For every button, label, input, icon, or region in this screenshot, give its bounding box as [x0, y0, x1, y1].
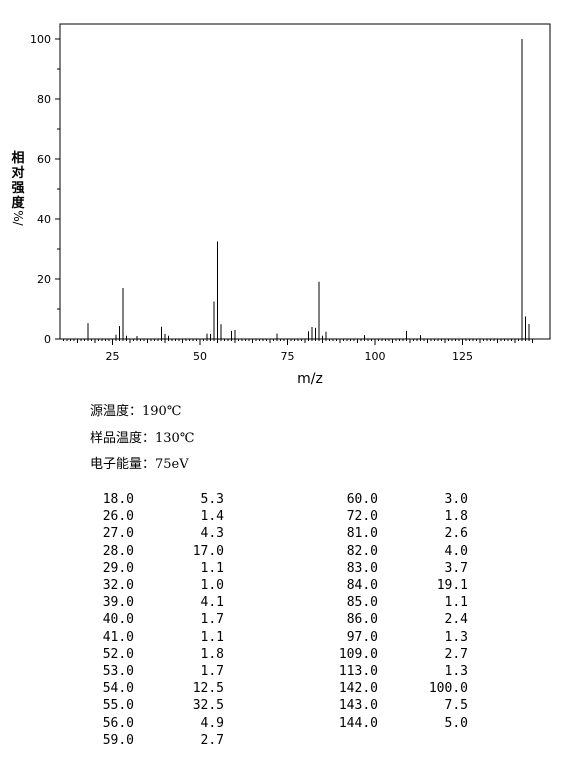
- electron-energy-value: 75eV: [155, 457, 189, 472]
- peak-intensity: 2.7: [444, 646, 468, 662]
- peak-intensity: 1.7: [200, 612, 224, 628]
- peak-mz: 72.0: [346, 509, 378, 525]
- peak-intensity: 1.1: [444, 595, 468, 611]
- peak-mz: 97.0: [346, 629, 378, 645]
- peak-mz: 113.0: [338, 664, 378, 679]
- x-tick-label: 100: [365, 350, 386, 363]
- x-tick-label: 75: [281, 350, 295, 363]
- y-axis-label-unit: %/: [11, 210, 25, 226]
- peak-intensity: 7.5: [444, 698, 468, 714]
- peak-intensity: 1.1: [200, 560, 224, 576]
- y-tick-label: 20: [37, 273, 51, 286]
- source-temperature-value: 190℃: [142, 404, 182, 419]
- y-axis-label-char-1: 相: [11, 150, 24, 166]
- peak-intensity: 4.0: [444, 543, 468, 559]
- peak-intensity: 2.6: [444, 526, 468, 542]
- peak-intensity: 17.0: [192, 543, 224, 559]
- sample-temperature-label: 样品温度：: [90, 431, 156, 446]
- y-axis-label: 相 对 强 度 %/: [11, 150, 25, 227]
- peak-mz: 83.0: [346, 560, 378, 576]
- peak-mz: 39.0: [102, 595, 134, 611]
- peak-mz: 18.0: [102, 492, 134, 507]
- peak-intensity: 2.4: [444, 612, 468, 628]
- peak-intensity: 1.1: [200, 629, 224, 645]
- peak-mz: 144.0: [338, 715, 378, 731]
- peak-intensity: 4.1: [200, 595, 224, 611]
- peak-mz: 55.0: [102, 698, 134, 714]
- y-tick-label: 80: [37, 93, 51, 106]
- peak-mz: 81.0: [346, 526, 378, 542]
- y-tick-label: 0: [44, 333, 51, 346]
- peak-mz: 82.0: [346, 543, 378, 559]
- y-tick-label: 40: [37, 213, 51, 226]
- peak-mz: 27.0: [102, 526, 134, 542]
- electron-energy: 电子能量：75eV: [90, 453, 189, 472]
- y-axis-label-char-3: 强: [11, 181, 24, 196]
- peak-intensity: 1.3: [444, 629, 468, 645]
- peak-intensity: 19.1: [436, 578, 468, 593]
- peak-mz: 52.0: [102, 646, 134, 662]
- peak-intensity: 32.5: [192, 698, 224, 714]
- peak-mz: 85.0: [346, 595, 378, 611]
- y-tick-label: 60: [37, 153, 51, 166]
- y-axis-label-char-4: 度: [11, 195, 25, 211]
- peak-mz: 41.0: [102, 629, 134, 645]
- peak-intensity: 4.9: [200, 715, 224, 731]
- peak-intensity: 1.8: [200, 646, 224, 662]
- x-axis-label: m/z: [297, 371, 323, 387]
- peak-mz: 143.0: [338, 698, 378, 714]
- peak-intensity: 100.0: [428, 681, 468, 697]
- peak-mz: 60.0: [346, 492, 378, 507]
- y-axis-label-char-2: 对: [11, 165, 24, 181]
- sample-temperature: 样品温度：130℃: [90, 427, 194, 446]
- x-tick-label: 50: [193, 350, 207, 363]
- x-tick-label: 25: [106, 350, 120, 363]
- peak-mz: 53.0: [102, 664, 134, 679]
- peak-intensity: 1.8: [444, 509, 468, 525]
- peak-intensity: 5.3: [200, 492, 224, 507]
- y-tick-label: 100: [30, 33, 51, 46]
- peak-mz: 56.0: [102, 715, 134, 731]
- peak-mz: 54.0: [102, 681, 134, 697]
- peak-mz: 109.0: [338, 646, 378, 662]
- peak-intensity: 3.7: [444, 560, 468, 576]
- source-temperature: 源温度：190℃: [90, 400, 181, 419]
- peak-mz: 32.0: [102, 578, 134, 593]
- peak-intensity: 1.4: [200, 509, 224, 525]
- peak-mz: 29.0: [102, 560, 134, 576]
- electron-energy-label: 电子能量：: [90, 457, 156, 472]
- peak-intensity: 4.3: [200, 526, 224, 542]
- sample-temperature-value: 130℃: [155, 431, 195, 446]
- peak-mz: 84.0: [346, 578, 378, 593]
- peak-intensity: 1.7: [200, 664, 224, 679]
- mass-spectrum-chart: 相 对 强 度 %/ m/z 0 20 40 60 80 100 25 50 75 100 125: [11, 23, 551, 387]
- x-tick-label: 125: [452, 350, 473, 363]
- peak-mz: 28.0: [102, 543, 134, 559]
- peak-mz: 86.0: [346, 612, 378, 628]
- source-temperature-label: 源温度：: [90, 404, 143, 419]
- peak-intensity: 5.0: [444, 715, 468, 731]
- peak-mz: 26.0: [102, 509, 134, 525]
- peak-intensity: 2.7: [200, 732, 224, 748]
- peak-intensity: 1.3: [444, 664, 468, 679]
- peak-mz: 142.0: [338, 681, 378, 697]
- peak-mz: 40.0: [102, 612, 134, 628]
- plot-frame: [59, 23, 551, 340]
- peak-intensity: 1.0: [200, 578, 224, 593]
- peak-mz: 59.0: [102, 732, 134, 748]
- peak-intensity: 12.5: [192, 681, 224, 697]
- peak-table: 18.0 5.3 26.0 1.4 27.0 4.3 28.0 17.0 29.0 1.1 32.0…: [0, 490, 570, 760]
- peak-intensity: 3.0: [444, 492, 468, 507]
